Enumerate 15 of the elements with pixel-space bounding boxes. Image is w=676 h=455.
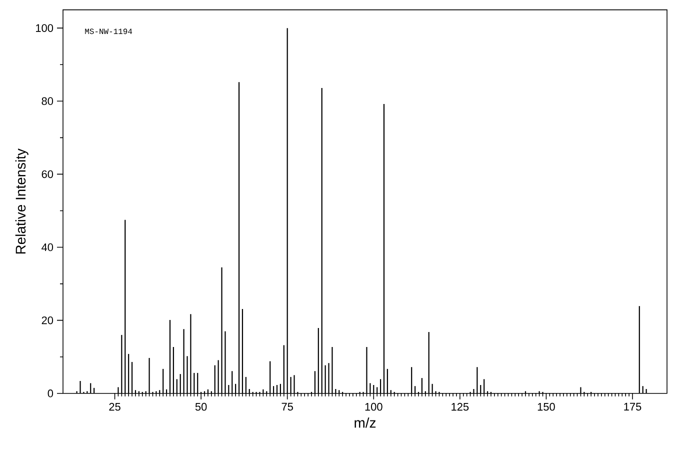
x-tick-label: 125 (452, 402, 469, 411)
x-tick-label: 50 (195, 402, 207, 411)
y-tick-label: 100 (36, 24, 54, 32)
x-tick-label: 75 (282, 402, 293, 411)
y-tick-label: 20 (42, 316, 54, 324)
y-tick-label: 0 (48, 390, 54, 398)
x-tick-label: 150 (538, 402, 555, 411)
y-tick-label: 40 (42, 243, 54, 252)
y-tick-label: 80 (42, 97, 54, 106)
x-tick-label: 25 (109, 402, 120, 411)
y-axis-title: Relative Intensity (15, 148, 28, 254)
x-tick-label: 100 (365, 402, 382, 411)
x-axis-title: m/z (354, 418, 376, 428)
y-tick-label: 60 (42, 170, 54, 178)
x-tick-label: 175 (624, 402, 642, 411)
